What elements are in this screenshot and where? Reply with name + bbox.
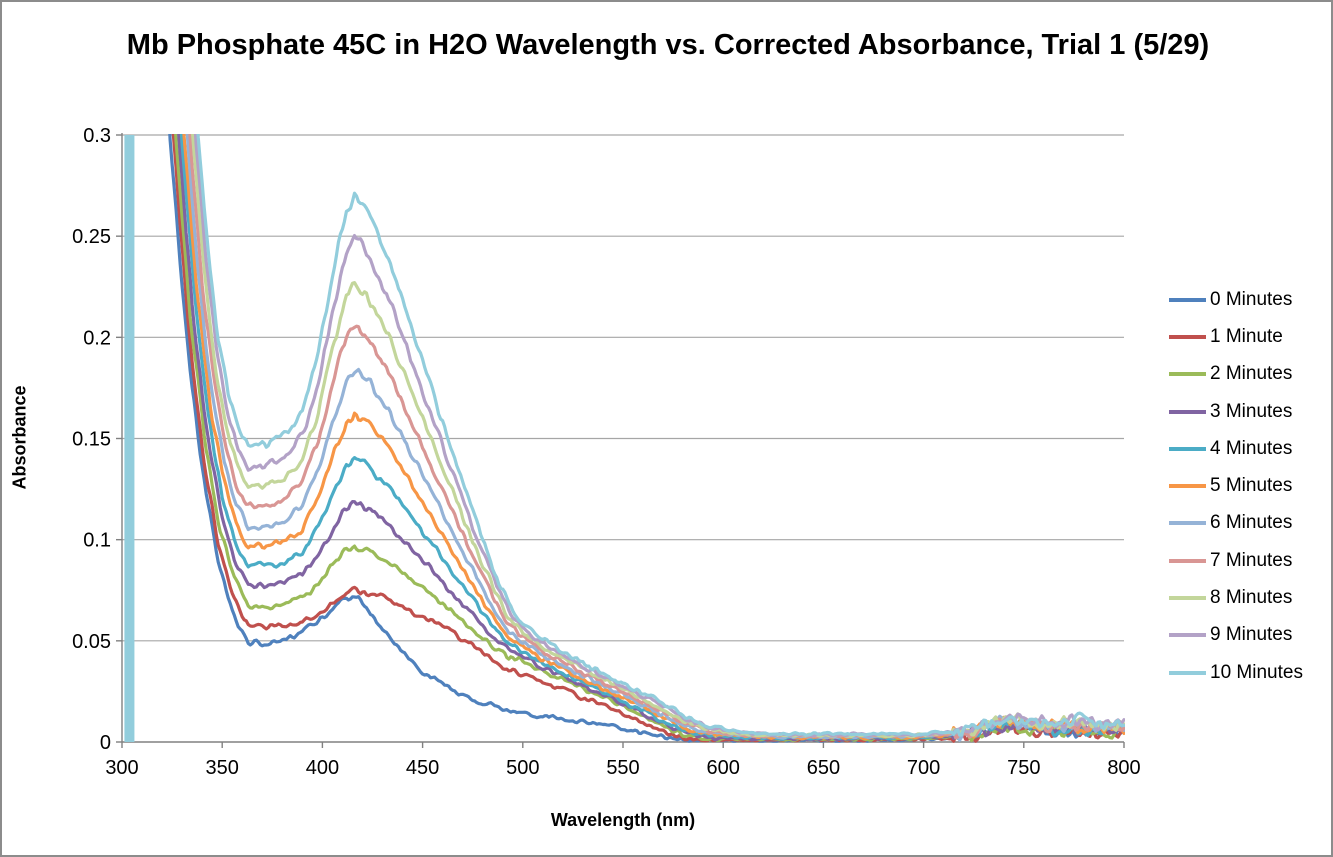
x-tick-label-500: 500 (506, 757, 539, 779)
legend-line-swatch (1169, 596, 1206, 601)
legend-item-3-minutes: 3 Minutes (1169, 393, 1331, 430)
legend-item-4-minutes: 4 Minutes (1169, 430, 1331, 467)
legend-item-9-minutes: 9 Minutes (1169, 617, 1331, 654)
series-line-3-minutes (177, 134, 1125, 742)
y-tick-label-0.05: 0.05 (72, 631, 111, 653)
legend-item-8-minutes: 8 Minutes (1169, 579, 1331, 616)
legend-item-2-minutes: 2 Minutes (1169, 356, 1331, 393)
series-line-10-minutes (196, 134, 1125, 737)
legend: 0 Minutes 1 Minute 2 Minutes 3 Minutes 4 Min… (1169, 281, 1331, 691)
x-tick-label-750: 750 (1007, 757, 1040, 779)
y-tick-label-0.15: 0.15 (72, 429, 111, 451)
legend-label: 9 Minutes (1210, 624, 1293, 646)
legend-line-swatch (1169, 484, 1206, 489)
legend-line-swatch (1169, 633, 1206, 638)
x-tick-label-300: 300 (105, 757, 138, 779)
x-tick-label-650: 650 (807, 757, 840, 779)
y-tick-label-0.3: 0.3 (83, 125, 111, 147)
legend-item-7-minutes: 7 Minutes (1169, 542, 1331, 579)
legend-label: 3 Minutes (1210, 400, 1293, 422)
legend-line-swatch (1169, 446, 1206, 451)
legend-label: 8 Minutes (1210, 587, 1293, 609)
y-tick-label-0.1: 0.1 (83, 530, 111, 552)
legend-label: 7 Minutes (1210, 549, 1293, 571)
legend-label: 5 Minutes (1210, 475, 1293, 497)
series-line-0-minutes (168, 134, 1125, 743)
series-line-7-minutes (188, 134, 1125, 740)
legend-line-swatch (1169, 372, 1206, 377)
legend-label: 4 Minutes (1210, 437, 1293, 459)
y-tick-label-0.2: 0.2 (83, 327, 111, 349)
series-line-6-minutes (185, 134, 1125, 742)
legend-item-6-minutes: 6 Minutes (1169, 505, 1331, 542)
series-line-1-minute (171, 134, 1125, 743)
legend-label: 6 Minutes (1210, 512, 1293, 534)
x-tick-label-550: 550 (606, 757, 639, 779)
x-axis-title: Wavelength (nm) (550, 810, 696, 830)
legend-item-1-minute: 1 Minute (1169, 318, 1331, 355)
legend-item-0-minutes: 0 Minutes (1169, 281, 1331, 318)
legend-line-swatch (1169, 558, 1206, 563)
uv-noise-stripe (124, 135, 135, 742)
legend-label: 2 Minutes (1210, 363, 1293, 385)
series-line-4-minutes (179, 134, 1125, 741)
legend-item-5-minutes: 5 Minutes (1169, 467, 1331, 504)
y-axis-title: Absorbance (9, 385, 30, 490)
legend-line-swatch (1169, 670, 1206, 675)
series-line-2-minutes (174, 134, 1125, 743)
legend-line-swatch (1169, 521, 1206, 526)
legend-line-swatch (1169, 409, 1206, 414)
legend-label: 10 Minutes (1210, 661, 1303, 683)
x-tick-label-600: 600 (707, 757, 740, 779)
x-tick-label-450: 450 (406, 757, 439, 779)
x-tick-label-400: 400 (306, 757, 339, 779)
y-tick-label-0.25: 0.25 (72, 226, 111, 248)
series-line-5-minutes (182, 134, 1125, 741)
legend-item-10-minutes: 10 Minutes (1169, 654, 1331, 691)
x-tick-label-350: 350 (206, 757, 239, 779)
y-tick-label-0: 0 (100, 732, 111, 754)
x-tick-label-800: 800 (1107, 757, 1140, 779)
legend-label: 1 Minute (1210, 325, 1283, 347)
chart-title: Mb Phosphate 45C in H2O Wavelength vs. C… (126, 29, 1210, 61)
legend-line-swatch (1169, 297, 1206, 302)
legend-line-swatch (1169, 334, 1206, 339)
legend-label: 0 Minutes (1210, 288, 1293, 310)
x-tick-label-700: 700 (907, 757, 940, 779)
series-group (124, 134, 1125, 743)
